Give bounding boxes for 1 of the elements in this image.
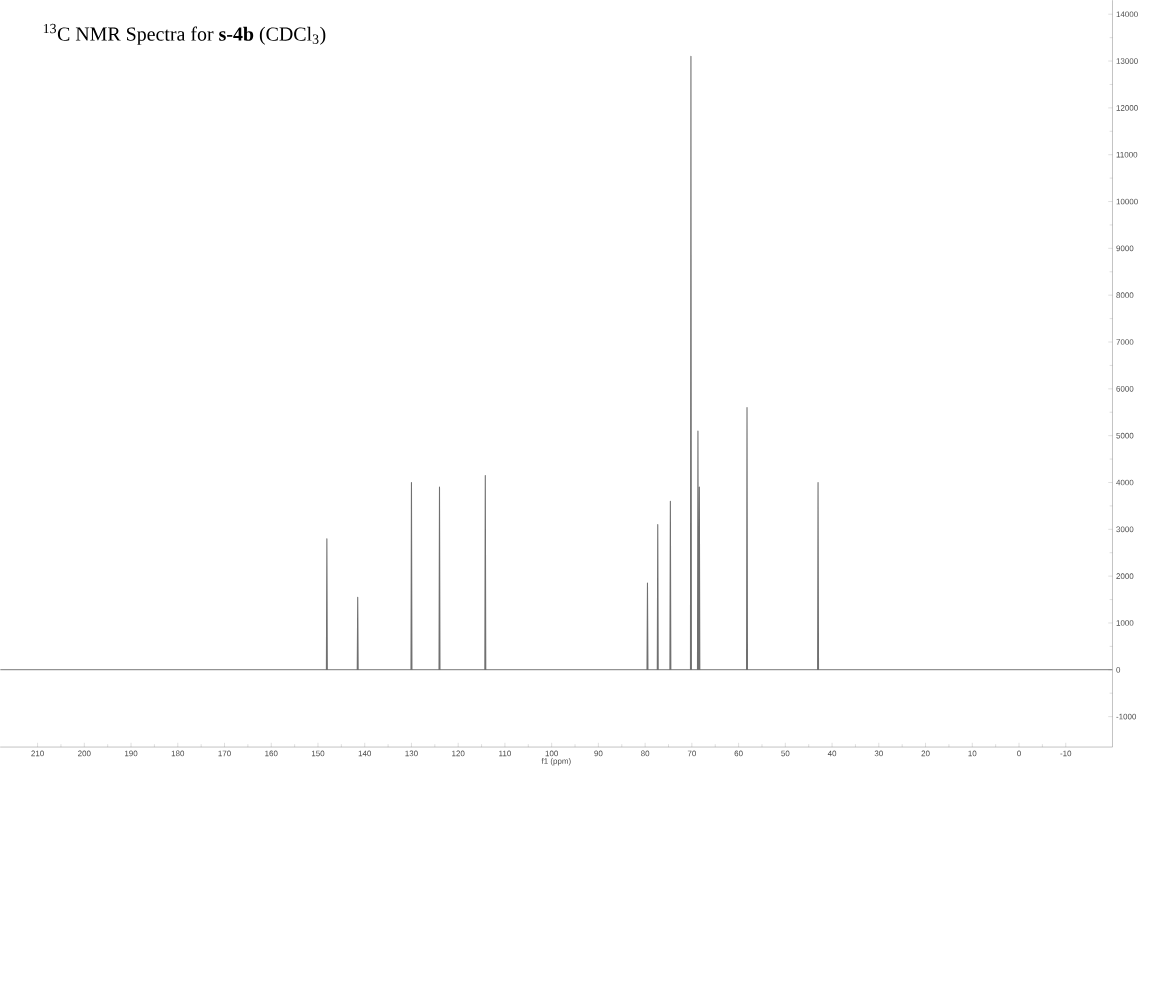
text: $^{13}$C NMR Spectra for s-4b (CDCl$_{3}$) (43, 23, 326, 45)
